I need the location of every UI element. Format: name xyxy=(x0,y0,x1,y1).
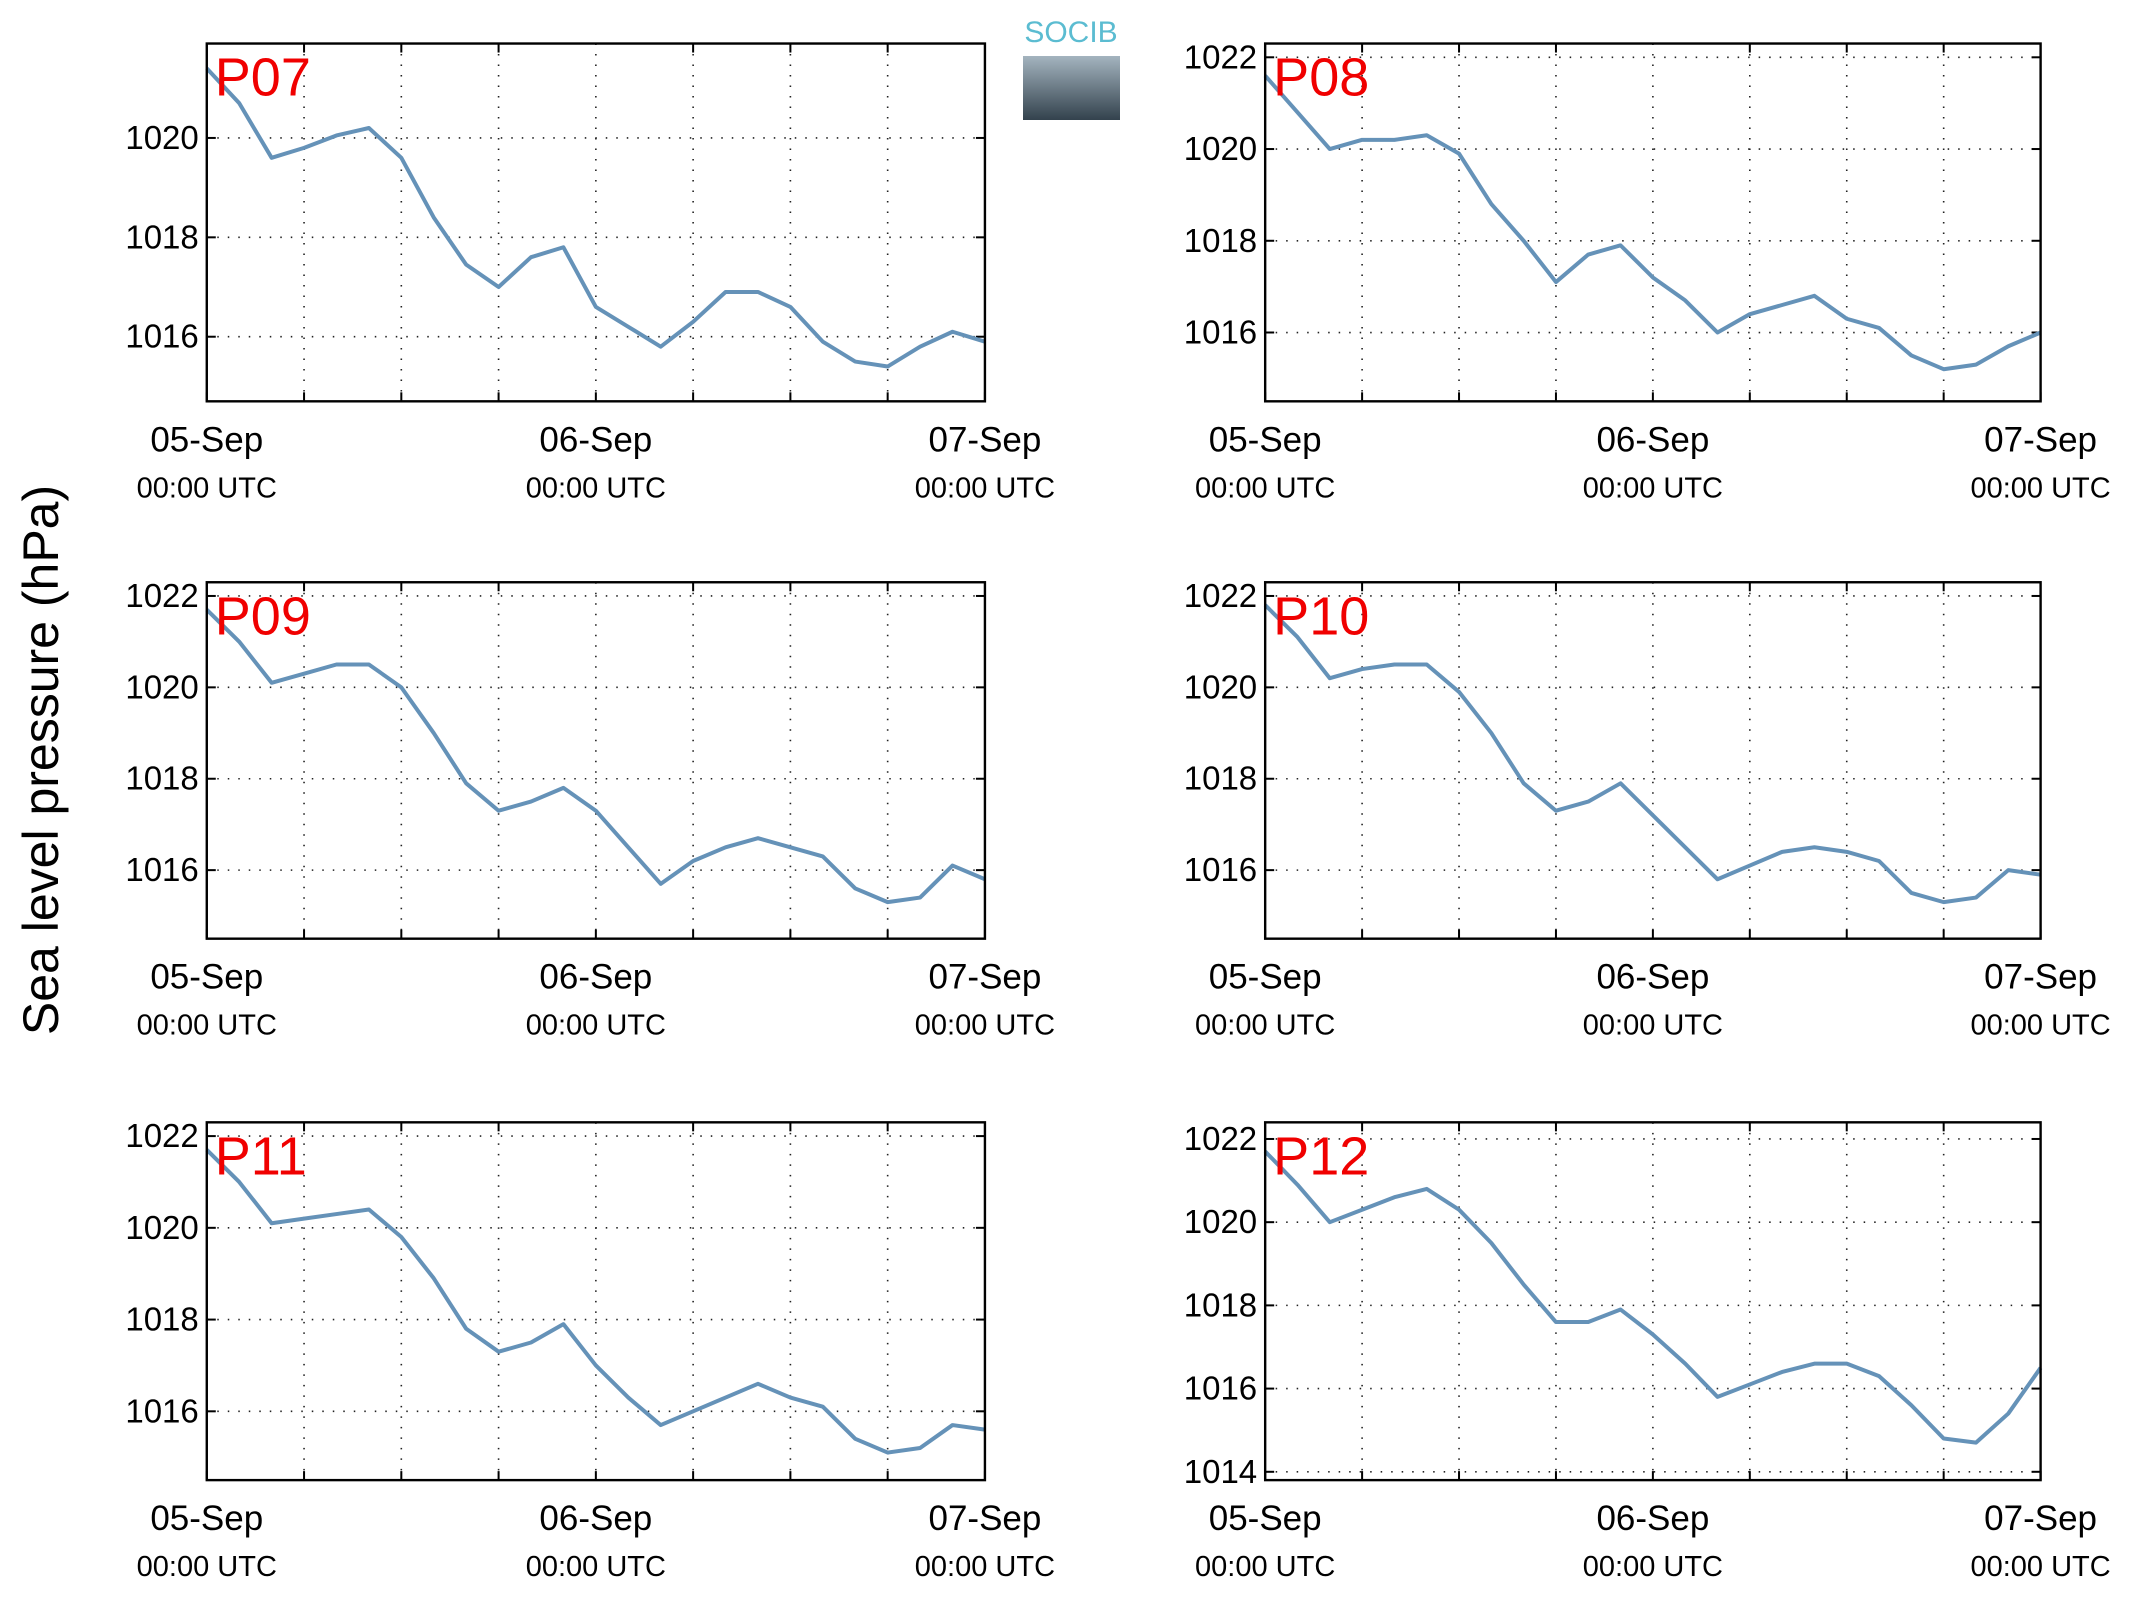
x-tick-label: 06-Sep 00:00 UTC xyxy=(1583,1499,1723,1583)
y-tick-label: 1016 xyxy=(125,851,198,888)
x-tick-label: 06-Sep 00:00 UTC xyxy=(1583,958,1723,1042)
plot-frame xyxy=(1263,581,2042,940)
data-line xyxy=(1263,603,2041,905)
y-tick-label: 1020 xyxy=(1184,130,1257,167)
plot-frame xyxy=(1263,42,2042,403)
logo-text: SOCIB xyxy=(1024,16,1117,49)
panel: 1016 1018 1020 1022 05-Sep 00:00 UTC 06-Sep 00:… xyxy=(1184,577,2111,1042)
logo: SOCIB xyxy=(1023,16,1120,120)
logo-mark xyxy=(1023,56,1120,120)
plot-frame xyxy=(205,1121,987,1482)
x-tick-label: 07-Sep 00:00 UTC xyxy=(1970,1499,2110,1583)
panel: 1014 1016 1018 1020 1022 05-Sep 00:00 UTC 06-Se… xyxy=(1184,1120,2111,1583)
data-line xyxy=(205,67,986,369)
panel-annotation: P09 xyxy=(215,586,311,646)
x-tick-label: 05-Sep 00:00 UTC xyxy=(1195,420,1335,504)
x-tick-label: 05-Sep 00:00 UTC xyxy=(137,420,277,504)
panel-annotation: P08 xyxy=(1273,48,1369,108)
y-tick-label: 1022 xyxy=(1184,38,1257,75)
x-tick-label: 05-Sep 00:00 UTC xyxy=(1195,1499,1335,1583)
y-tick-label: 1016 xyxy=(1184,314,1257,351)
y-tick-label: 1022 xyxy=(125,577,198,614)
y-tick-label: 1020 xyxy=(1184,668,1257,705)
y-axis-label: Sea level pressure (hPa) xyxy=(13,485,69,1035)
y-tick-label: 1020 xyxy=(125,1209,198,1246)
data-line xyxy=(205,1148,986,1455)
x-tick-label: 07-Sep 00:00 UTC xyxy=(1970,958,2110,1042)
y-tick-label: 1018 xyxy=(1184,222,1257,259)
y-tick-label: 1020 xyxy=(125,668,198,705)
y-tick-label: 1022 xyxy=(125,1117,198,1154)
y-tick-label: 1022 xyxy=(1184,577,1257,614)
y-tick-label: 1018 xyxy=(1184,760,1257,797)
y-tick-label: 1016 xyxy=(125,318,198,355)
panel-annotation: P07 xyxy=(215,48,311,108)
y-tick-label: 1018 xyxy=(125,218,198,255)
panel: 1016 1018 1020 05-Sep 00:00 UTC 06-Sep 00:00 U… xyxy=(125,42,1055,504)
x-tick-label: 07-Sep 00:00 UTC xyxy=(915,958,1055,1042)
plot-frame xyxy=(205,42,987,403)
x-tick-label: 05-Sep 00:00 UTC xyxy=(137,1499,277,1583)
y-tick-label: 1018 xyxy=(125,1301,198,1338)
plot-frame xyxy=(205,581,987,940)
y-tick-label: 1020 xyxy=(1184,1203,1257,1240)
x-tick-label: 06-Sep 00:00 UTC xyxy=(526,420,666,504)
y-tick-label: 1016 xyxy=(1184,1370,1257,1407)
data-line xyxy=(205,608,986,905)
x-tick-label: 07-Sep 00:00 UTC xyxy=(915,420,1055,504)
y-tick-label: 1020 xyxy=(125,119,198,156)
panel-annotation: P12 xyxy=(1273,1126,1369,1186)
y-tick-label: 1022 xyxy=(1184,1120,1257,1157)
y-tick-label: 1016 xyxy=(125,1392,198,1429)
y-tick-label: 1018 xyxy=(125,760,198,797)
x-tick-label: 06-Sep 00:00 UTC xyxy=(526,1499,666,1583)
data-line xyxy=(1263,1150,2043,1445)
plot-frame xyxy=(1263,1121,2042,1482)
x-tick-label: 05-Sep 00:00 UTC xyxy=(137,958,277,1042)
panel: 1016 1018 1020 1022 05-Sep 00:00 UTC 06-Sep 00:… xyxy=(125,1117,1055,1583)
data-line xyxy=(1263,74,2042,372)
panel: 1016 1018 1020 1022 05-Sep 00:00 UTC 06-Sep 00:… xyxy=(1184,38,2111,504)
x-tick-label: 06-Sep 00:00 UTC xyxy=(526,958,666,1042)
x-tick-label: 07-Sep 00:00 UTC xyxy=(1970,420,2110,504)
y-tick-label: 1016 xyxy=(1184,851,1257,888)
y-tick-label: 1018 xyxy=(1184,1286,1257,1323)
panel-annotation: P10 xyxy=(1273,586,1369,646)
x-tick-label: 07-Sep 00:00 UTC xyxy=(915,1499,1055,1583)
x-tick-label: 05-Sep 00:00 UTC xyxy=(1195,958,1335,1042)
panel-annotation: P11 xyxy=(215,1126,307,1186)
y-tick-label: 1014 xyxy=(1184,1453,1257,1490)
x-tick-label: 06-Sep 00:00 UTC xyxy=(1583,420,1723,504)
panel: 1016 1018 1020 1022 05-Sep 00:00 UTC 06-Sep 00:… xyxy=(125,577,1055,1042)
